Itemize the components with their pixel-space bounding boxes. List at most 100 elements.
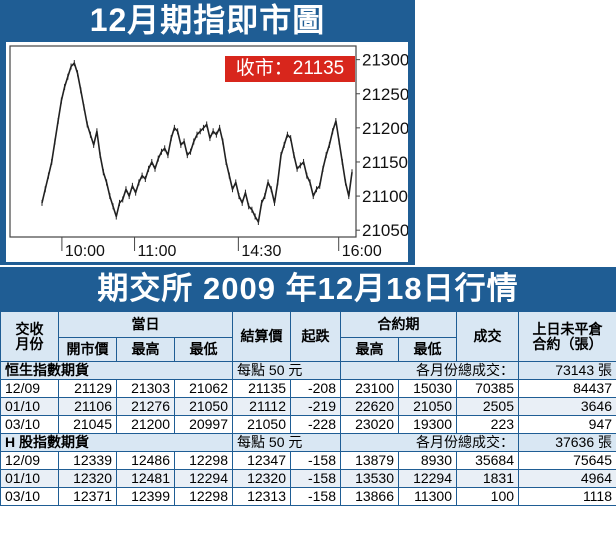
header-contract: 合約期 bbox=[340, 311, 458, 338]
low-cell: 21062 bbox=[173, 379, 234, 398]
header-low: 最低 bbox=[173, 337, 234, 362]
open-interest-cell: 947 bbox=[518, 415, 616, 434]
volume-cell: 1831 bbox=[456, 469, 520, 488]
x-tick-label: 10:00 bbox=[65, 243, 105, 260]
contract-low-cell: 15030 bbox=[398, 379, 458, 398]
quote-table: 交收 月份 當日 結算價 起跌 合約期 成交 上日未平倉 合約（張） 開市價 最… bbox=[0, 311, 616, 506]
table-row: 03/10 12371 12399 12298 12313 -158 13866 11300 1… bbox=[0, 487, 616, 506]
settle-cell: 12347 bbox=[232, 451, 292, 470]
x-tick-label: 16:00 bbox=[342, 243, 382, 260]
change-cell: -158 bbox=[290, 487, 342, 506]
low-cell: 20997 bbox=[173, 415, 234, 434]
contract-high-cell: 13866 bbox=[340, 487, 400, 506]
contract-low-cell: 12294 bbox=[398, 469, 458, 488]
header-change: 起跌 bbox=[290, 311, 342, 362]
header-open: 開市價 bbox=[58, 337, 117, 362]
total-volume-value: 73143 張 bbox=[518, 361, 616, 380]
change-cell: -219 bbox=[290, 397, 342, 416]
header-contract-high: 最高 bbox=[340, 337, 400, 362]
month-cell: 12/09 bbox=[0, 451, 59, 470]
low-cell: 12298 bbox=[173, 487, 234, 506]
open-interest-cell: 4964 bbox=[518, 469, 616, 488]
contract-low-cell: 8930 bbox=[398, 451, 458, 470]
table-row: 03/10 21045 21200 20997 21050 -228 23020 19300 2… bbox=[0, 415, 616, 434]
header-month: 交收 月份 bbox=[0, 311, 59, 362]
table-row: 01/10 21106 21276 21050 21112 -219 22620 21050 2… bbox=[0, 397, 616, 416]
settle-cell: 12320 bbox=[232, 469, 292, 488]
x-tick-label: 11:00 bbox=[138, 243, 177, 260]
open-cell: 21129 bbox=[58, 379, 117, 398]
low-cell: 12294 bbox=[173, 469, 234, 488]
contract-low-cell: 11300 bbox=[398, 487, 458, 506]
chart-title: 12月期指即市圖 bbox=[89, 2, 326, 38]
volume-cell: 70385 bbox=[456, 379, 520, 398]
change-cell: -158 bbox=[290, 469, 342, 488]
table-row: 12/09 21129 21303 21062 21135 -208 23100 15030 7… bbox=[0, 379, 616, 398]
header-session: 當日 bbox=[57, 311, 234, 338]
volume-cell: 2505 bbox=[456, 397, 520, 416]
group-row: 恒生指數期貨 每點 50 元各月份總成交： 73143 張 bbox=[0, 361, 616, 380]
y-tick-label: 21200 bbox=[362, 119, 408, 138]
y-tick-label: 21300 bbox=[362, 51, 408, 70]
contract-low-cell: 21050 bbox=[398, 397, 458, 416]
change-cell: -208 bbox=[290, 379, 342, 398]
month-cell: 01/10 bbox=[0, 469, 59, 488]
right-margin bbox=[415, 0, 616, 265]
y-tick-label: 21250 bbox=[362, 85, 408, 104]
contract-high-cell: 22620 bbox=[340, 397, 400, 416]
header-contract-low: 最低 bbox=[398, 337, 458, 362]
point-value-note: 每點 50 元 bbox=[232, 361, 342, 380]
low-cell: 12298 bbox=[173, 451, 234, 470]
header-settle: 結算價 bbox=[232, 311, 292, 362]
volume-cell: 35684 bbox=[456, 451, 520, 470]
open-cell: 12339 bbox=[58, 451, 117, 470]
open-interest-cell: 75645 bbox=[518, 451, 616, 470]
open-interest-cell: 84437 bbox=[518, 379, 616, 398]
contract-high-cell: 23020 bbox=[340, 415, 400, 434]
point-value-note: 每點 50 元 bbox=[232, 433, 342, 452]
high-cell: 12481 bbox=[116, 469, 175, 488]
volume-cell: 223 bbox=[456, 415, 520, 434]
header-volume: 成交 bbox=[456, 311, 520, 362]
high-cell: 12486 bbox=[116, 451, 175, 470]
contract-high-cell: 13879 bbox=[340, 451, 400, 470]
group-row: H 股指數期貨 每點 50 元各月份總成交： 37636 張 bbox=[0, 433, 616, 452]
month-cell: 03/10 bbox=[0, 487, 59, 506]
settle-cell: 21050 bbox=[232, 415, 292, 434]
header-high: 最高 bbox=[116, 337, 175, 362]
y-tick-label: 21100 bbox=[362, 187, 408, 206]
high-cell: 12399 bbox=[116, 487, 175, 506]
month-cell: 03/10 bbox=[0, 415, 59, 434]
contract-low-cell: 19300 bbox=[398, 415, 458, 434]
table-row: 01/10 12320 12481 12294 12320 -158 13530 12294 1… bbox=[0, 469, 616, 488]
group-name: H 股指數期貨 bbox=[0, 433, 234, 452]
settle-cell: 21135 bbox=[232, 379, 292, 398]
high-cell: 21200 bbox=[116, 415, 175, 434]
high-cell: 21276 bbox=[116, 397, 175, 416]
open-cell: 21106 bbox=[58, 397, 117, 416]
high-cell: 21303 bbox=[116, 379, 175, 398]
month-cell: 01/10 bbox=[0, 397, 59, 416]
volume-cell: 100 bbox=[456, 487, 520, 506]
month-cell: 12/09 bbox=[0, 379, 59, 398]
y-tick-label: 21150 bbox=[362, 153, 408, 172]
low-cell: 21050 bbox=[173, 397, 234, 416]
total-volume-label: 各月份總成交： bbox=[340, 361, 520, 380]
settle-cell: 12313 bbox=[232, 487, 292, 506]
x-tick-label: 14:30 bbox=[241, 243, 281, 260]
change-cell: -158 bbox=[290, 451, 342, 470]
section-title: 期交所 2009 年12月18日行情 bbox=[0, 267, 616, 311]
change-cell: -228 bbox=[290, 415, 342, 434]
header-open-interest: 上日未平倉 合約（張） bbox=[518, 311, 616, 362]
open-interest-cell: 1118 bbox=[518, 487, 616, 506]
contract-high-cell: 23100 bbox=[340, 379, 400, 398]
total-volume-label: 各月份總成交： bbox=[340, 433, 520, 452]
quote-table-wrap: 交收 月份 當日 結算價 起跌 合約期 成交 上日未平倉 合約（張） 開市價 最… bbox=[0, 311, 616, 537]
group-name: 恒生指數期貨 bbox=[0, 361, 234, 380]
closing-price-label: 收市：21135 bbox=[225, 56, 355, 82]
table-row: 12/09 12339 12486 12298 12347 -158 13879 8930 35… bbox=[0, 451, 616, 470]
chart-panel: 21050 21100 21150 21200 21250 21300 10:00 11:0… bbox=[6, 42, 408, 262]
open-cell: 12371 bbox=[58, 487, 117, 506]
open-cell: 21045 bbox=[58, 415, 117, 434]
settle-cell: 21112 bbox=[232, 397, 292, 416]
